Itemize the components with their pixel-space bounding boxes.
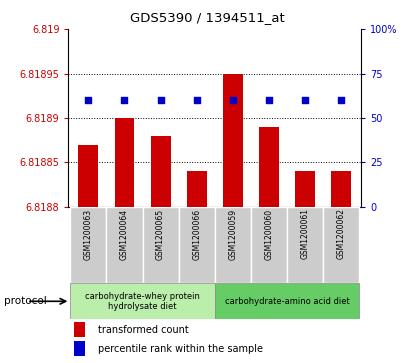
Point — [193, 97, 200, 103]
Bar — [331, 171, 351, 207]
Bar — [74, 322, 85, 338]
Text: carbohydrate-amino acid diet: carbohydrate-amino acid diet — [225, 297, 349, 306]
Text: GSM1200063: GSM1200063 — [84, 208, 93, 260]
Bar — [287, 207, 323, 283]
Text: GSM1200061: GSM1200061 — [300, 208, 310, 260]
Bar — [151, 136, 171, 207]
Text: GSM1200066: GSM1200066 — [192, 208, 201, 260]
Text: GSM1200064: GSM1200064 — [120, 208, 129, 260]
Bar — [70, 207, 106, 283]
Text: percentile rank within the sample: percentile rank within the sample — [98, 344, 263, 354]
Bar — [106, 207, 142, 283]
Text: carbohydrate-whey protein
hydrolysate diet: carbohydrate-whey protein hydrolysate di… — [85, 291, 200, 311]
Bar — [142, 207, 178, 283]
Bar — [215, 207, 251, 283]
Bar — [251, 207, 287, 283]
Point — [338, 97, 344, 103]
Bar — [115, 118, 134, 207]
Text: GSM1200062: GSM1200062 — [337, 208, 346, 260]
Point — [302, 97, 308, 103]
Point — [157, 97, 164, 103]
Bar — [70, 283, 215, 319]
Text: GSM1200065: GSM1200065 — [156, 208, 165, 260]
Bar — [215, 283, 359, 319]
Text: GDS5390 / 1394511_at: GDS5390 / 1394511_at — [130, 11, 285, 24]
Text: GSM1200060: GSM1200060 — [264, 208, 273, 260]
Text: GSM1200059: GSM1200059 — [228, 208, 237, 260]
Bar — [295, 171, 315, 207]
Point — [266, 97, 272, 103]
Bar — [178, 207, 215, 283]
Point — [229, 97, 236, 103]
Bar — [323, 207, 359, 283]
Bar — [74, 341, 85, 356]
Text: transformed count: transformed count — [98, 325, 188, 335]
Bar — [187, 171, 207, 207]
Bar — [223, 74, 243, 207]
Point — [85, 97, 92, 103]
Bar — [78, 144, 98, 207]
Text: protocol: protocol — [4, 296, 47, 306]
Bar — [259, 127, 279, 207]
Point — [121, 97, 128, 103]
